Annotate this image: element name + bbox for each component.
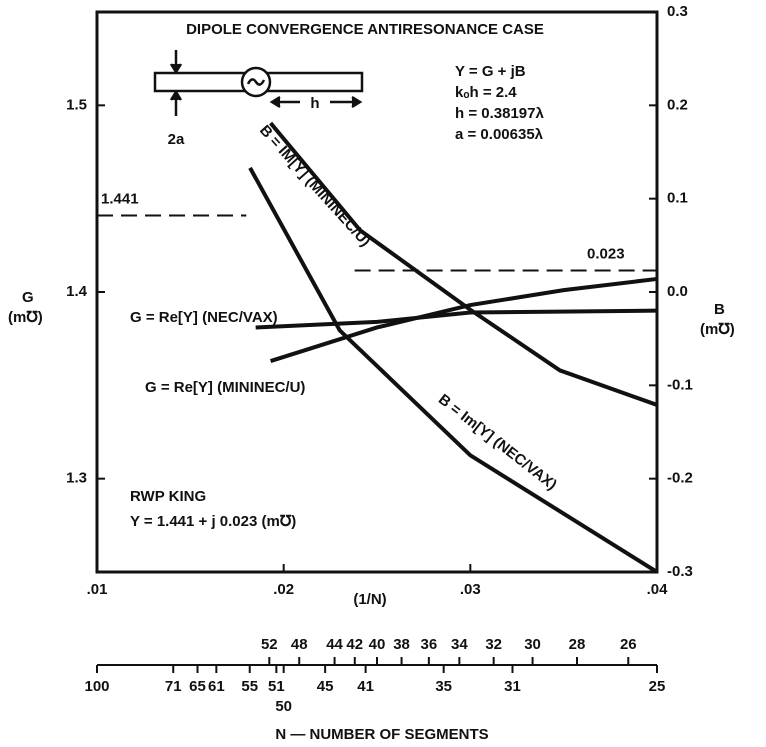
n-tick-label: 26 (620, 636, 637, 653)
diagram-label: h (310, 95, 319, 112)
x-tick-label: .01 (87, 581, 108, 598)
n-tick-label: 28 (569, 636, 586, 653)
n-tick-label: 30 (524, 636, 541, 653)
n-tick-label: 31 (504, 678, 521, 695)
n-tick-label: 38 (393, 636, 410, 653)
n-tick-label: 51 (268, 678, 285, 695)
n-axis-title: N — NUMBER OF SEGMENTS (275, 726, 488, 743)
y-tick-label: 1.4 (66, 283, 88, 300)
n-tick-label: 71 (165, 678, 182, 695)
n-tick-label: 32 (485, 636, 502, 653)
n-tick-label: 25 (649, 678, 666, 695)
annotation: kₒh = 2.4 (455, 84, 517, 101)
n-tick-label: 34 (451, 636, 468, 653)
x-axis-title: (1/N) (353, 591, 386, 608)
annotation: RWP KING (130, 488, 206, 505)
y2-tick-label: 0.1 (667, 190, 688, 207)
series-label: G = Re[Y] (NEC/VAX) (130, 309, 278, 326)
n-tick-label: 40 (369, 636, 386, 653)
series-line (255, 308, 658, 330)
y2-tick-label: 0.2 (667, 96, 688, 113)
y2-tick-label: -0.2 (667, 470, 693, 487)
n-tick-label: 65 (189, 678, 206, 695)
x-tick-label: .03 (460, 581, 481, 598)
x-tick-label: .02 (273, 581, 294, 598)
y2-axis-title: B (m℧) (700, 301, 735, 338)
series-line (248, 166, 659, 574)
annotation: Y = G + jB (455, 63, 526, 80)
diagram-label: 2a (168, 131, 185, 148)
dipole-sketch (153, 50, 364, 116)
chart-title: DIPOLE CONVERGENCE ANTIRESONANCE CASE (186, 21, 544, 38)
reference-label: 1.441 (101, 190, 139, 207)
series-label: G = Re[Y] (MININEC/U) (145, 379, 305, 396)
y-axis-title: G (m℧) (8, 289, 43, 326)
y-tick-label: 1.3 (66, 470, 87, 487)
series-line (269, 121, 658, 407)
n-tick-label: 52 (261, 636, 278, 653)
y2-tick-label: -0.3 (667, 563, 693, 580)
n-tick-label: 61 (208, 678, 225, 695)
x-tick-label: .04 (647, 581, 669, 598)
annotation: a = 0.00635λ (455, 126, 544, 143)
n-tick-label: 48 (291, 636, 308, 653)
n-tick-label: 44 (326, 636, 343, 653)
series-line (269, 276, 658, 363)
y2-tick-label: -0.1 (667, 376, 693, 393)
n-tick-label: 41 (357, 678, 374, 695)
n-tick-label: 35 (435, 678, 452, 695)
n-tick-label: 55 (241, 678, 258, 695)
n-tick-label: 50 (275, 698, 292, 715)
annotation: h = 0.38197λ (455, 105, 544, 122)
y2-tick-label: 0.3 (667, 3, 688, 20)
n-tick-label: 100 (84, 678, 109, 695)
n-tick-label: 42 (346, 636, 363, 653)
series-label: B = IM[Y] (MININEC/U) (256, 122, 374, 250)
n-tick-label: 36 (421, 636, 438, 653)
annotation: Y = 1.441 + j 0.023 (m℧) (130, 513, 296, 530)
reference-label: 0.023 (587, 246, 625, 263)
y2-tick-label: 0.0 (667, 283, 688, 300)
n-tick-label: 45 (317, 678, 334, 695)
y-tick-label: 1.5 (66, 96, 87, 113)
